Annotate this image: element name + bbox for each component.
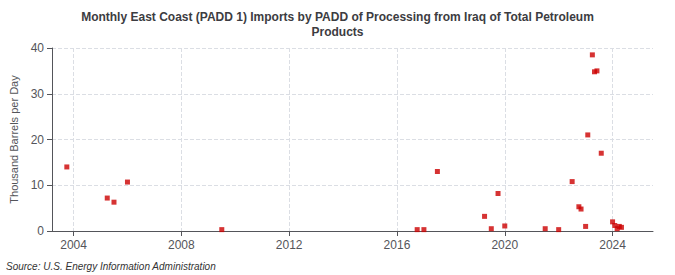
svg-text:40: 40 bbox=[31, 41, 45, 55]
svg-text:2020: 2020 bbox=[491, 238, 518, 252]
svg-text:2024: 2024 bbox=[599, 238, 626, 252]
svg-text:2004: 2004 bbox=[60, 238, 87, 252]
svg-text:Thousand Barrels per Day: Thousand Barrels per Day bbox=[8, 75, 20, 204]
svg-text:Monthly East Coast (PADD 1) Im: Monthly East Coast (PADD 1) Imports by P… bbox=[81, 10, 594, 24]
svg-text:Source: U.S. Energy Informatio: Source: U.S. Energy Information Administ… bbox=[6, 261, 216, 272]
svg-text:2008: 2008 bbox=[168, 238, 195, 252]
svg-text:10: 10 bbox=[31, 178, 45, 192]
svg-text:2016: 2016 bbox=[384, 238, 411, 252]
svg-text:Products: Products bbox=[311, 25, 363, 39]
svg-text:2012: 2012 bbox=[276, 238, 303, 252]
svg-text:0: 0 bbox=[37, 224, 44, 238]
svg-text:20: 20 bbox=[31, 133, 45, 147]
svg-text:30: 30 bbox=[31, 87, 45, 101]
